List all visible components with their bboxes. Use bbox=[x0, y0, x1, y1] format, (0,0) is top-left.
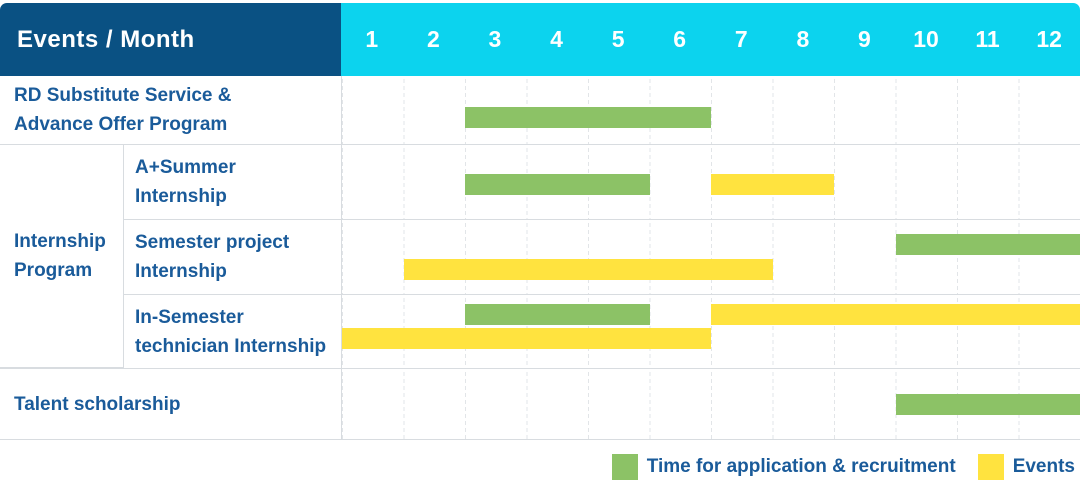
month-header-cell: 1 bbox=[341, 3, 403, 76]
month-header-cell: 2 bbox=[403, 3, 465, 76]
row-label-line: RD Substitute Service & bbox=[14, 81, 341, 110]
gantt-bar-yellow bbox=[342, 328, 711, 349]
timeline-in-semester-technician bbox=[341, 295, 1080, 368]
month-header-cell: 5 bbox=[587, 3, 649, 76]
month-header-cell: 8 bbox=[772, 3, 834, 76]
timeline-a-summer-internship bbox=[341, 145, 1080, 219]
timeline-semester-project bbox=[341, 220, 1080, 294]
row-semester-project-internship: Semester project Internship bbox=[123, 220, 1080, 295]
group-label-internship-program: Internship Program bbox=[0, 145, 123, 368]
row-label-rd-substitute: RD Substitute Service & Advance Offer Pr… bbox=[0, 76, 341, 144]
row-a-summer-internship: A+Summer Internship bbox=[123, 145, 1080, 220]
group-label-line: Internship bbox=[14, 227, 123, 256]
header-events-month-label: Events / Month bbox=[0, 3, 341, 76]
gantt-bar-green bbox=[465, 174, 650, 195]
gantt-bar-green bbox=[465, 304, 650, 325]
row-label-line: A+Summer bbox=[135, 153, 341, 182]
month-header-cell: 11 bbox=[957, 3, 1019, 76]
legend-swatch-green bbox=[612, 454, 638, 480]
row-label-line: Internship bbox=[135, 257, 341, 286]
month-header-cell: 4 bbox=[526, 3, 588, 76]
gantt-bar-green bbox=[896, 394, 1080, 415]
row-label-line: Talent scholarship bbox=[14, 390, 341, 419]
month-header-cell: 10 bbox=[895, 3, 957, 76]
legend-label-application-recruitment: Time for application & recruitment bbox=[647, 456, 956, 478]
row-in-semester-technician: In-Semester technician Internship bbox=[123, 295, 1080, 368]
row-label-line: technician Internship bbox=[135, 332, 341, 361]
gantt-bar-yellow bbox=[711, 304, 1080, 325]
row-label-line: Semester project bbox=[135, 228, 341, 257]
gantt-bar-green bbox=[465, 107, 711, 128]
row-label-line: Advance Offer Program bbox=[14, 110, 341, 139]
legend-swatch-yellow bbox=[978, 454, 1004, 480]
row-label-talent-scholarship: Talent scholarship bbox=[0, 369, 341, 439]
month-header-cell: 9 bbox=[834, 3, 896, 76]
gantt-bar-green bbox=[896, 234, 1080, 255]
row-label-line: In-Semester bbox=[135, 303, 341, 332]
timeline-talent-scholarship bbox=[341, 369, 1080, 439]
timeline-rd-substitute bbox=[341, 76, 1080, 144]
month-header-cell: 3 bbox=[464, 3, 526, 76]
gantt-bar-yellow bbox=[404, 259, 773, 280]
month-header-cell: 6 bbox=[649, 3, 711, 76]
month-header-cell: 7 bbox=[710, 3, 772, 76]
month-header-cell: 12 bbox=[1018, 3, 1080, 76]
row-label-a-summer-internship: A+Summer Internship bbox=[123, 145, 341, 219]
row-rd-substitute: RD Substitute Service & Advance Offer Pr… bbox=[0, 76, 1080, 145]
row-label-line: Internship bbox=[135, 182, 341, 211]
group-label-line: Program bbox=[14, 256, 123, 285]
row-label-in-semester-technician: In-Semester technician Internship bbox=[123, 295, 341, 368]
legend: Time for application & recruitment Event… bbox=[0, 440, 1080, 494]
row-label-semester-project: Semester project Internship bbox=[123, 220, 341, 294]
legend-label-events: Events bbox=[1013, 456, 1075, 478]
row-talent-scholarship: Talent scholarship bbox=[0, 368, 1080, 440]
gantt-bar-yellow bbox=[711, 174, 834, 195]
group-internship-program: Internship Program A+Summer Internship S… bbox=[0, 145, 1080, 368]
